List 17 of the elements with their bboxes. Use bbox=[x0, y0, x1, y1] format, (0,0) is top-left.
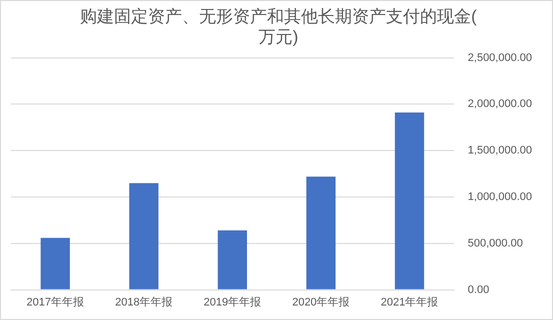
chart-title: 购建固定资产、无形资产和其他长期资产支付的现金(万元) bbox=[80, 6, 478, 46]
x-tick-label: 2017年年报 bbox=[26, 296, 84, 308]
x-tick-label: 2018年年报 bbox=[115, 296, 173, 308]
y-tick-label: 1,000,000.00 bbox=[468, 191, 532, 204]
bar bbox=[218, 230, 247, 290]
y-tick-label: 2,000,000.00 bbox=[468, 98, 532, 110]
x-tick-label: 2020年年报 bbox=[292, 296, 350, 308]
bar bbox=[129, 183, 158, 290]
y-tick-label: 2,500,000.00 bbox=[468, 52, 532, 64]
y-tick-label: 500,000.00 bbox=[468, 237, 523, 250]
x-tick-label: 2021年年报 bbox=[380, 296, 438, 308]
x-tick-label: 2019年年报 bbox=[204, 296, 262, 308]
y-tick-label: 1,500,000.00 bbox=[468, 144, 532, 157]
y-tick-label: 0.00 bbox=[468, 284, 490, 296]
bar bbox=[40, 238, 70, 290]
bar bbox=[394, 112, 424, 290]
bar bbox=[306, 176, 336, 290]
